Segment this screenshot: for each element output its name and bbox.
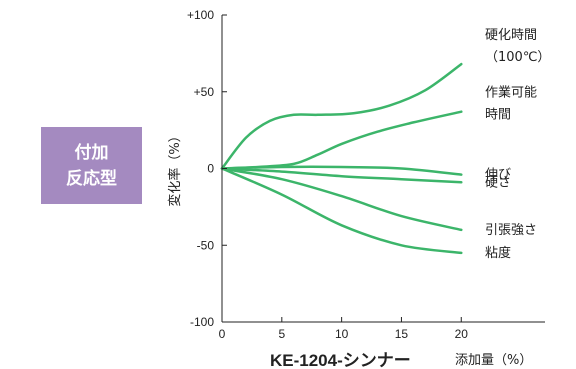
series-line-6 bbox=[220, 167, 463, 255]
series-label: 作業可能 bbox=[485, 85, 537, 101]
x-tick-label: 10 bbox=[335, 327, 349, 341]
y-tick-label: -50 bbox=[197, 238, 215, 252]
y-axis-label: 変化率（%） bbox=[167, 129, 183, 206]
x-axis-label-sub: 添加量（%） bbox=[455, 353, 532, 368]
y-tick-labels: +100 +50 0 -50 -100 bbox=[187, 8, 214, 329]
series-label: 硬さ bbox=[485, 175, 511, 190]
x-tick-label: 0 bbox=[219, 327, 226, 341]
series-label: 伸び bbox=[485, 168, 511, 183]
series-line-4 bbox=[220, 167, 463, 184]
x-axis-label-main: KE-1204-シンナー bbox=[270, 351, 411, 369]
badge-line-1: 付加 bbox=[74, 142, 109, 163]
series-line-1 bbox=[220, 62, 463, 170]
series-line-2 bbox=[220, 110, 463, 170]
y-tick-label: -100 bbox=[190, 315, 214, 329]
series-label: 引張強さ bbox=[485, 223, 537, 238]
y-tick-label: 0 bbox=[207, 162, 214, 176]
series-line-5 bbox=[220, 167, 463, 232]
x-tick-label: 15 bbox=[395, 327, 409, 341]
reaction-type-badge: 付加 反応型 bbox=[41, 127, 142, 204]
series-line-3 bbox=[220, 165, 463, 176]
series-label: 時間 bbox=[485, 108, 511, 123]
y-tick-label: +50 bbox=[194, 85, 215, 99]
y-tick-label: +100 bbox=[187, 8, 214, 22]
axes bbox=[221, 14, 545, 323]
series-label: （100℃） bbox=[485, 50, 550, 65]
badge-line-2: 反応型 bbox=[66, 168, 117, 189]
x-tick-label: 5 bbox=[278, 327, 285, 341]
series-label: 硬化時間 bbox=[485, 28, 537, 43]
series-label: 粘度 bbox=[485, 245, 511, 261]
series-lines bbox=[220, 62, 463, 255]
x-tick-labels: 0 5 10 15 20 bbox=[219, 327, 469, 341]
x-tick-label: 20 bbox=[455, 327, 469, 341]
